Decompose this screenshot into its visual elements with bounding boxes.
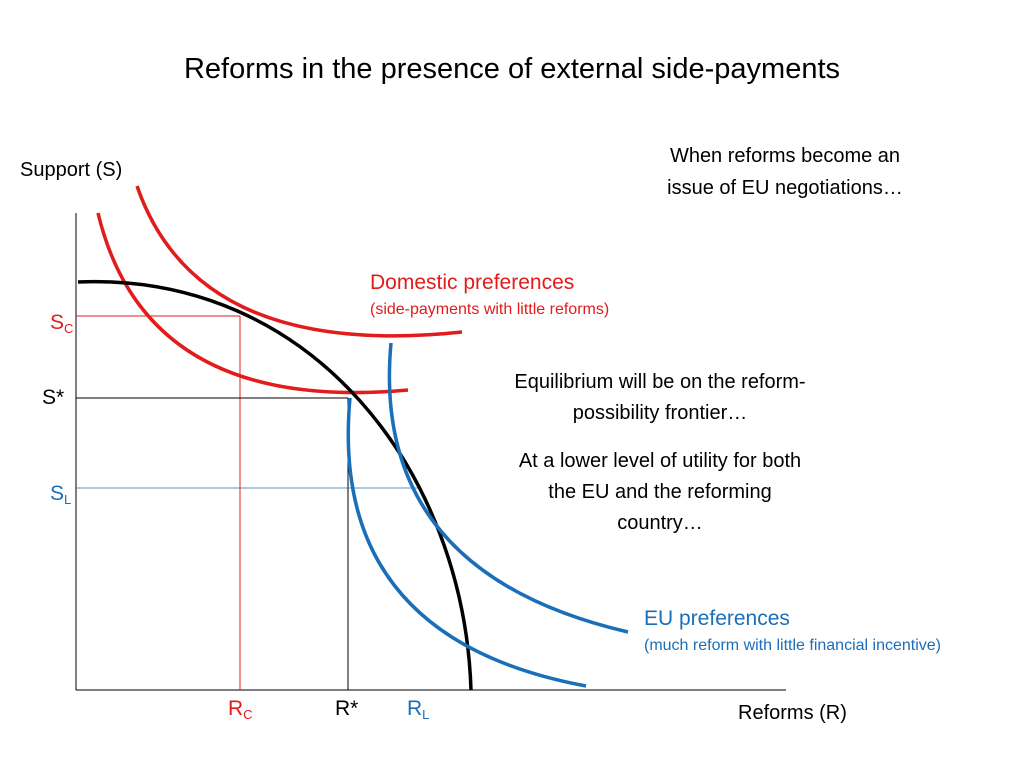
eu-indifference-curve-far: [387, 342, 629, 634]
equilibrium-note: Equilibrium will be on the reform-possib…: [514, 371, 806, 424]
context-note: When reforms become an issue of EU negot…: [620, 140, 950, 204]
r-star-tick-label: R*: [335, 697, 359, 720]
domestic-indifference-curve-low: [96, 212, 409, 395]
utility-note: At a lower level of utility for both the…: [518, 450, 802, 534]
s-star-tick-label: S*: [42, 386, 65, 409]
eu-preferences-label: EU preferences: [644, 607, 790, 630]
y-axis-title: Support (S): [20, 159, 123, 181]
domestic-preferences-sublabel: (side-payments with little reforms): [370, 301, 610, 318]
context-note-line-2: issue of EU negotiations…: [667, 177, 903, 199]
domestic-preferences-label: Domestic preferences: [370, 271, 575, 294]
x-axis-title: Reforms (R): [738, 702, 847, 724]
eu-indifference-curve-near: [346, 397, 587, 688]
sl-tick-label: SL: [50, 482, 72, 507]
domestic-indifference-curve-high: [135, 185, 463, 338]
reform-possibility-frontier: [77, 279, 473, 691]
eu-preferences-sublabel: (much reform with little financial incen…: [644, 637, 941, 654]
page-title: Reforms in the presence of external side…: [183, 53, 841, 85]
rc-tick-label: RC: [228, 697, 253, 722]
rl-tick-label: RL: [407, 697, 430, 722]
context-note-line-1: When reforms become an: [669, 145, 901, 167]
sc-tick-label: SC: [50, 311, 74, 336]
